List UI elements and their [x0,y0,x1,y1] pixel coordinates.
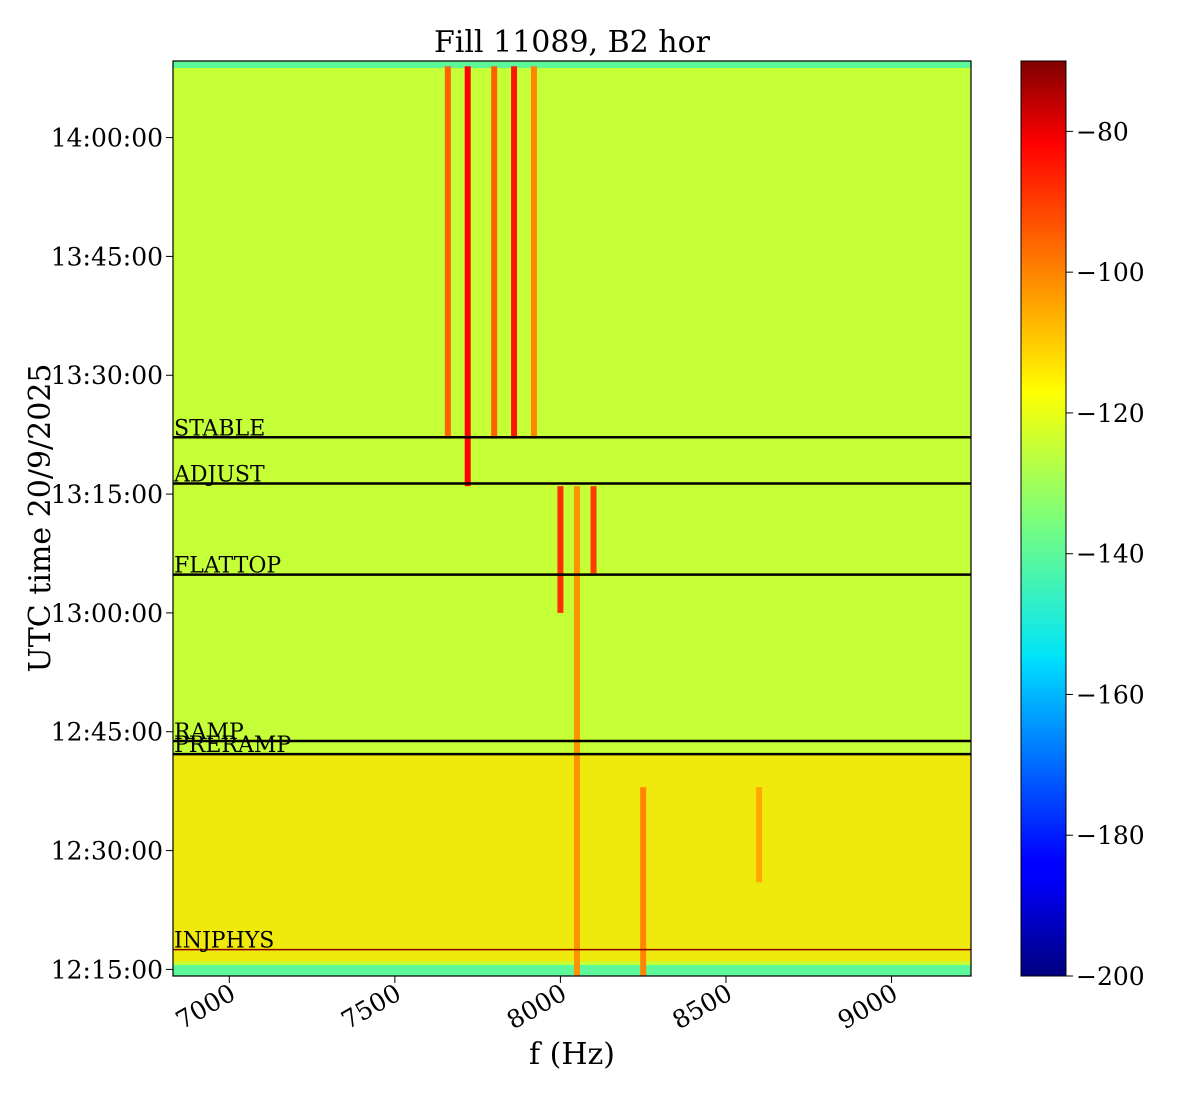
spectral-line [756,787,763,883]
y-tick-label: 13:45:00 [51,242,163,271]
x-tick-label: 7500 [336,978,406,1035]
colorbar-tick-label: −160 [1076,680,1145,709]
spectral-line [464,66,471,487]
y-tick-label: 13:15:00 [51,480,163,509]
beam-mode-label: RAMP [174,720,244,745]
y-tick-label: 12:45:00 [51,718,163,747]
beam-mode-label: STABLE [174,416,265,441]
colorbar-tick-label: −100 [1076,258,1145,287]
spectral-line [444,66,451,439]
x-tick-label: 8000 [502,978,572,1035]
y-tick-label: 14:00:00 [51,124,163,153]
spectrogram-band-edge-top [173,61,971,68]
colorbar-tick-label: −80 [1076,117,1129,146]
beam-mode-label: FLATTOP [174,554,281,579]
y-tick-label: 12:30:00 [51,837,163,866]
spectral-line [640,787,647,976]
y-tick-label: 13:00:00 [51,599,163,628]
beam-mode-label: ADJUST [173,463,265,488]
colorbar [1020,60,1067,977]
spectrogram-band-low [173,754,971,962]
y-axis-label: UTC time 20/9/2025 [23,364,58,673]
y-tick-label: 12:15:00 [51,955,163,984]
x-tick-label: 7000 [171,978,241,1035]
spectral-line [491,66,498,439]
beam-mode-label: PRERAMP [174,733,291,758]
spectral-line [590,486,597,574]
x-axis-label: f (Hz) [529,1037,615,1072]
spectral-line [511,66,518,439]
spectrogram-band-edge-bottom [173,965,971,976]
colorbar-tick-label: −180 [1076,821,1145,850]
spectral-line [530,66,537,439]
beam-mode-label: INJPHYS [174,929,274,954]
colorbar-tick-label: −120 [1076,399,1145,428]
colorbar-tick-label: −140 [1076,540,1145,569]
spectrogram-plot-area [173,61,971,976]
chart-title: Fill 11089, B2 hor [434,25,711,60]
y-tick-label: 13:30:00 [51,361,163,390]
spectral-line [557,486,564,613]
x-tick-label: 9000 [833,978,903,1035]
x-tick-label: 8500 [667,978,737,1035]
spectral-line [573,486,580,976]
plot-frame [172,60,972,977]
colorbar-tick-label: −200 [1076,962,1145,991]
